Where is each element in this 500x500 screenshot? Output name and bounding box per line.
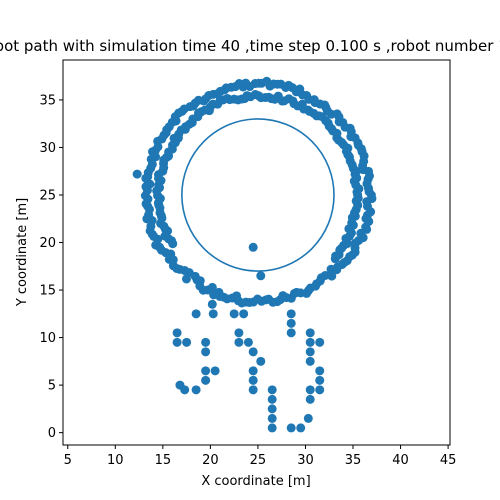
data-point: [207, 299, 217, 309]
data-point: [239, 309, 249, 319]
chart-title: Robot path with simulation time 40 ,time…: [0, 37, 500, 55]
data-point: [234, 328, 244, 338]
x-tick-label: 5: [64, 453, 72, 468]
data-point: [315, 385, 325, 395]
data-point: [201, 366, 211, 376]
data-point: [353, 193, 363, 203]
obstacle-circle: [181, 118, 335, 272]
x-tick-label: 10: [107, 453, 124, 468]
data-point: [303, 413, 313, 423]
data-point: [248, 242, 258, 252]
data-point: [267, 394, 277, 404]
data-point: [267, 423, 277, 433]
data-point: [201, 347, 211, 357]
data-point: [267, 404, 277, 414]
data-point: [305, 347, 315, 357]
data-point: [207, 282, 217, 292]
data-point: [315, 337, 325, 347]
data-point: [305, 328, 315, 338]
data-point: [267, 385, 277, 395]
data-point: [208, 309, 218, 319]
y-tick-label: 15: [39, 284, 56, 299]
data-point: [305, 385, 315, 395]
x-axis-label: X coordinate [m]: [201, 474, 310, 489]
y-tick-label: 30: [39, 141, 56, 156]
x-tick-label: 25: [250, 453, 267, 468]
data-point: [256, 271, 266, 281]
data-point: [267, 413, 277, 423]
x-tick-label: 40: [392, 453, 409, 468]
data-point: [181, 274, 191, 284]
plot-content: [132, 76, 377, 433]
x-tick-label: 30: [297, 453, 314, 468]
data-point: [201, 375, 211, 385]
data-point: [172, 328, 182, 338]
data-point: [305, 356, 315, 366]
data-point: [286, 309, 296, 319]
data-point: [132, 169, 142, 179]
data-point: [305, 337, 315, 347]
x-axis: 5 10 15 20 25 30 35 40 45: [64, 445, 457, 468]
data-point: [367, 194, 377, 204]
data-point: [229, 309, 239, 319]
data-point: [191, 309, 201, 319]
data-point: [286, 318, 296, 328]
data-point: [191, 385, 201, 395]
y-tick-label: 35: [39, 93, 56, 108]
x-tick-label: 20: [202, 453, 219, 468]
x-tick-label: 45: [440, 453, 457, 468]
data-point: [327, 271, 337, 281]
data-point: [305, 394, 315, 404]
x-tick-label: 35: [345, 453, 362, 468]
y-tick-label: 5: [48, 379, 56, 394]
data-point: [172, 337, 182, 347]
y-axis: 0 5 10 15 20 25 30 35: [39, 93, 63, 441]
data-point: [296, 423, 306, 433]
data-point: [248, 347, 258, 357]
data-point: [315, 366, 325, 376]
data-point: [234, 337, 244, 347]
data-point: [286, 328, 296, 338]
data-point: [243, 337, 253, 347]
plot-frame: [62, 59, 451, 446]
data-point: [315, 375, 325, 385]
data-point: [248, 366, 258, 376]
data-point: [256, 356, 266, 366]
data-point: [248, 385, 258, 395]
y-tick-label: 10: [39, 331, 56, 346]
data-point: [201, 337, 211, 347]
y-tick-label: 20: [39, 236, 56, 251]
data-point: [180, 385, 190, 395]
data-point: [286, 423, 296, 433]
y-tick-label: 0: [48, 426, 56, 441]
x-tick-label: 15: [155, 453, 172, 468]
data-point: [168, 239, 178, 249]
data-point: [210, 366, 220, 376]
y-axis-label: Y coordinate [m]: [15, 198, 30, 307]
data-point: [248, 375, 258, 385]
y-tick-label: 25: [39, 188, 56, 203]
data-point: [320, 270, 330, 280]
data-point: [182, 337, 192, 347]
